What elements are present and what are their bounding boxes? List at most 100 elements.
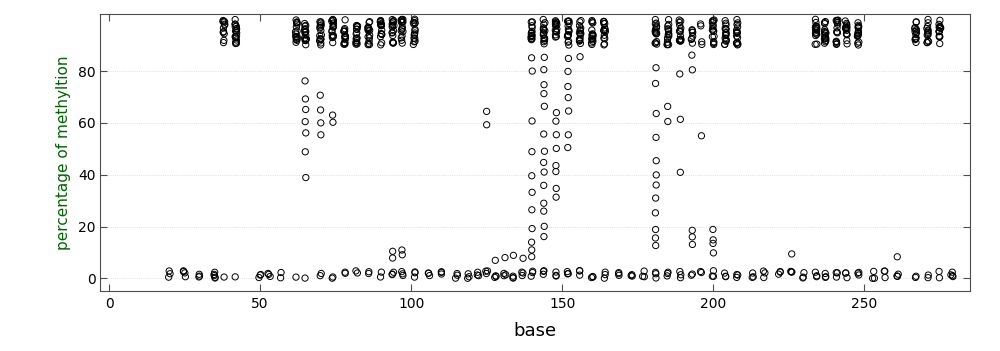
Point: [349, 30, 365, 36]
Point: [479, 108, 495, 114]
Point: [808, 20, 824, 25]
Point: [829, 39, 845, 45]
Point: [536, 104, 552, 109]
Point: [361, 38, 377, 44]
Point: [297, 275, 313, 281]
Point: [360, 34, 376, 40]
Point: [809, 41, 825, 47]
Point: [289, 38, 305, 43]
Point: [561, 18, 577, 24]
Point: [585, 20, 601, 26]
Point: [523, 34, 539, 39]
Point: [373, 18, 389, 23]
Point: [361, 28, 377, 34]
Point: [252, 272, 268, 278]
Point: [693, 133, 709, 139]
Point: [496, 273, 512, 278]
Point: [876, 268, 892, 274]
Point: [325, 24, 341, 30]
Point: [730, 20, 746, 26]
Point: [535, 30, 551, 35]
Point: [673, 33, 689, 39]
Point: [547, 18, 563, 24]
Point: [597, 269, 613, 275]
Point: [705, 237, 721, 243]
Point: [920, 275, 936, 280]
Point: [684, 35, 700, 41]
Point: [694, 41, 710, 47]
Point: [648, 243, 664, 249]
Point: [584, 31, 600, 37]
Point: [648, 270, 664, 275]
Point: [548, 273, 564, 278]
Point: [718, 26, 734, 32]
Point: [216, 40, 232, 45]
Point: [684, 29, 700, 35]
Point: [672, 38, 688, 44]
Point: [729, 274, 745, 280]
Point: [313, 19, 329, 25]
Point: [818, 38, 834, 43]
Point: [536, 54, 552, 60]
Point: [573, 18, 589, 24]
Point: [374, 31, 390, 37]
Point: [838, 270, 854, 276]
Point: [890, 271, 906, 277]
Point: [818, 274, 834, 279]
Point: [297, 35, 313, 41]
Point: [931, 25, 947, 30]
Point: [449, 272, 465, 278]
Point: [839, 41, 855, 47]
Point: [944, 269, 960, 275]
Point: [661, 17, 677, 22]
Point: [227, 17, 243, 22]
Point: [273, 275, 289, 280]
Point: [729, 29, 745, 35]
Point: [288, 37, 304, 42]
Point: [349, 26, 365, 32]
Point: [337, 271, 353, 276]
Point: [597, 29, 613, 34]
Point: [817, 34, 833, 40]
Point: [647, 21, 663, 27]
Point: [289, 20, 305, 25]
Point: [560, 32, 576, 38]
Point: [809, 27, 825, 33]
Point: [907, 26, 923, 32]
Point: [549, 26, 565, 32]
Point: [393, 28, 409, 34]
Point: [560, 32, 576, 38]
Point: [889, 273, 905, 279]
Point: [685, 29, 701, 35]
Point: [817, 39, 833, 45]
Point: [907, 274, 923, 280]
Point: [828, 39, 844, 45]
Point: [931, 33, 947, 39]
Point: [706, 33, 722, 39]
Point: [287, 29, 303, 35]
Point: [931, 28, 947, 34]
Point: [505, 275, 521, 280]
Point: [385, 39, 401, 45]
Point: [866, 269, 882, 274]
Point: [729, 33, 745, 39]
Point: [572, 23, 588, 28]
Point: [549, 29, 565, 35]
Point: [745, 274, 761, 280]
Point: [386, 23, 402, 28]
Point: [648, 111, 664, 117]
Point: [584, 42, 600, 47]
Point: [313, 120, 329, 126]
Point: [828, 18, 844, 23]
Point: [337, 269, 353, 275]
Point: [336, 29, 352, 34]
Point: [684, 67, 700, 73]
Point: [337, 17, 353, 23]
Point: [407, 274, 423, 280]
Point: [671, 28, 687, 34]
Point: [505, 275, 521, 281]
Point: [648, 182, 664, 188]
Point: [324, 35, 340, 40]
Point: [685, 33, 701, 39]
Point: [795, 274, 811, 280]
